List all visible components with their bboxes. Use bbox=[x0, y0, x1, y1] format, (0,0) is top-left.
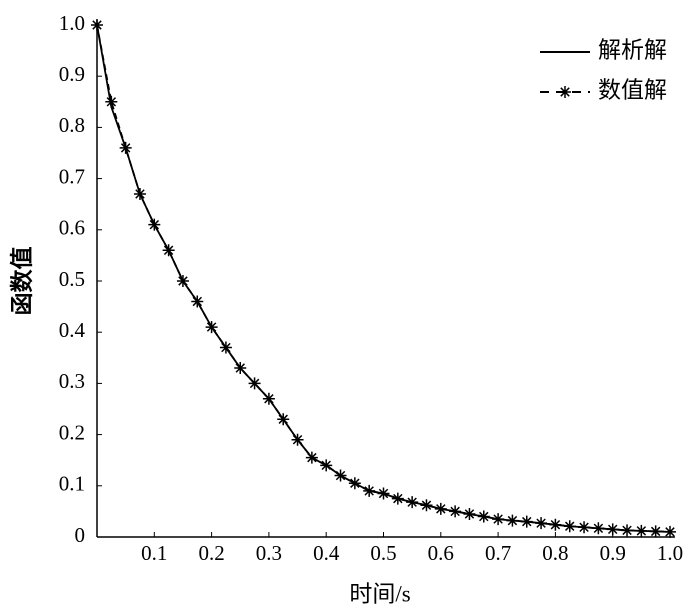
star-marker bbox=[592, 522, 605, 535]
star-marker bbox=[492, 513, 505, 526]
star-marker bbox=[377, 487, 390, 500]
y-tick-label: 1.0 bbox=[59, 11, 85, 35]
star-marker bbox=[391, 492, 404, 505]
legend-label: 数值解 bbox=[598, 77, 667, 102]
y-tick-label: 0.2 bbox=[59, 420, 85, 444]
legend-label: 解析解 bbox=[598, 37, 667, 62]
x-tick-label: 0.8 bbox=[542, 541, 568, 565]
star-marker bbox=[549, 518, 562, 531]
star-marker bbox=[91, 19, 103, 31]
star-marker bbox=[219, 341, 232, 354]
star-marker bbox=[420, 499, 433, 512]
x-tick-label: 0.1 bbox=[141, 541, 167, 565]
star-marker bbox=[449, 505, 462, 518]
star-marker bbox=[635, 524, 648, 537]
star-marker bbox=[434, 502, 447, 515]
x-tick-label: 0.9 bbox=[600, 541, 626, 565]
star-marker bbox=[563, 520, 576, 533]
star-marker bbox=[248, 377, 261, 390]
x-axis-label: 时间/s bbox=[349, 581, 410, 606]
star-marker bbox=[606, 523, 619, 536]
star-marker bbox=[535, 517, 548, 530]
star-marker bbox=[162, 244, 175, 257]
y-tick-label: 0.8 bbox=[59, 113, 85, 137]
star-marker bbox=[506, 514, 519, 527]
star-marker bbox=[305, 451, 318, 464]
y-tick-label: 0.3 bbox=[59, 369, 85, 393]
y-tick-label: 0.6 bbox=[59, 216, 85, 240]
star-marker bbox=[205, 321, 218, 334]
star-marker bbox=[463, 507, 476, 520]
x-tick-label: 0.3 bbox=[256, 541, 282, 565]
star-marker bbox=[105, 95, 118, 108]
x-tick-label: 0.6 bbox=[428, 541, 454, 565]
legend-marker bbox=[559, 86, 571, 98]
star-marker bbox=[334, 469, 347, 482]
star-marker bbox=[119, 141, 132, 154]
star-marker bbox=[649, 525, 662, 538]
y-tick-label: 0.4 bbox=[59, 318, 86, 342]
y-tick-label: 0.5 bbox=[59, 267, 85, 291]
x-tick-label: 0.5 bbox=[370, 541, 396, 565]
star-marker bbox=[262, 392, 275, 405]
star-marker bbox=[320, 459, 333, 472]
star-marker bbox=[406, 496, 419, 509]
x-tick-label: 0.7 bbox=[485, 541, 511, 565]
x-tick-label: 0.4 bbox=[313, 541, 340, 565]
y-tick-label: 0.1 bbox=[59, 472, 85, 496]
star-marker bbox=[578, 521, 591, 534]
star-marker bbox=[176, 275, 189, 287]
star-marker bbox=[664, 525, 676, 538]
star-marker bbox=[234, 362, 247, 375]
star-marker bbox=[477, 510, 490, 523]
x-tick-label: 0.2 bbox=[198, 541, 224, 565]
star-marker bbox=[133, 187, 146, 200]
y-tick-label: 0.7 bbox=[59, 164, 85, 188]
y-tick-label: 0 bbox=[75, 523, 86, 547]
star-marker bbox=[191, 295, 204, 308]
star-marker bbox=[621, 524, 634, 537]
star-marker bbox=[277, 413, 290, 426]
star-marker bbox=[363, 484, 376, 497]
star-marker bbox=[348, 477, 361, 490]
y-axis-label: 函数值 bbox=[8, 247, 34, 316]
star-marker bbox=[148, 218, 161, 231]
star-marker bbox=[520, 515, 533, 528]
star-marker bbox=[291, 433, 304, 446]
x-tick-label: 1.0 bbox=[657, 541, 683, 565]
y-tick-label: 0.9 bbox=[59, 62, 85, 86]
